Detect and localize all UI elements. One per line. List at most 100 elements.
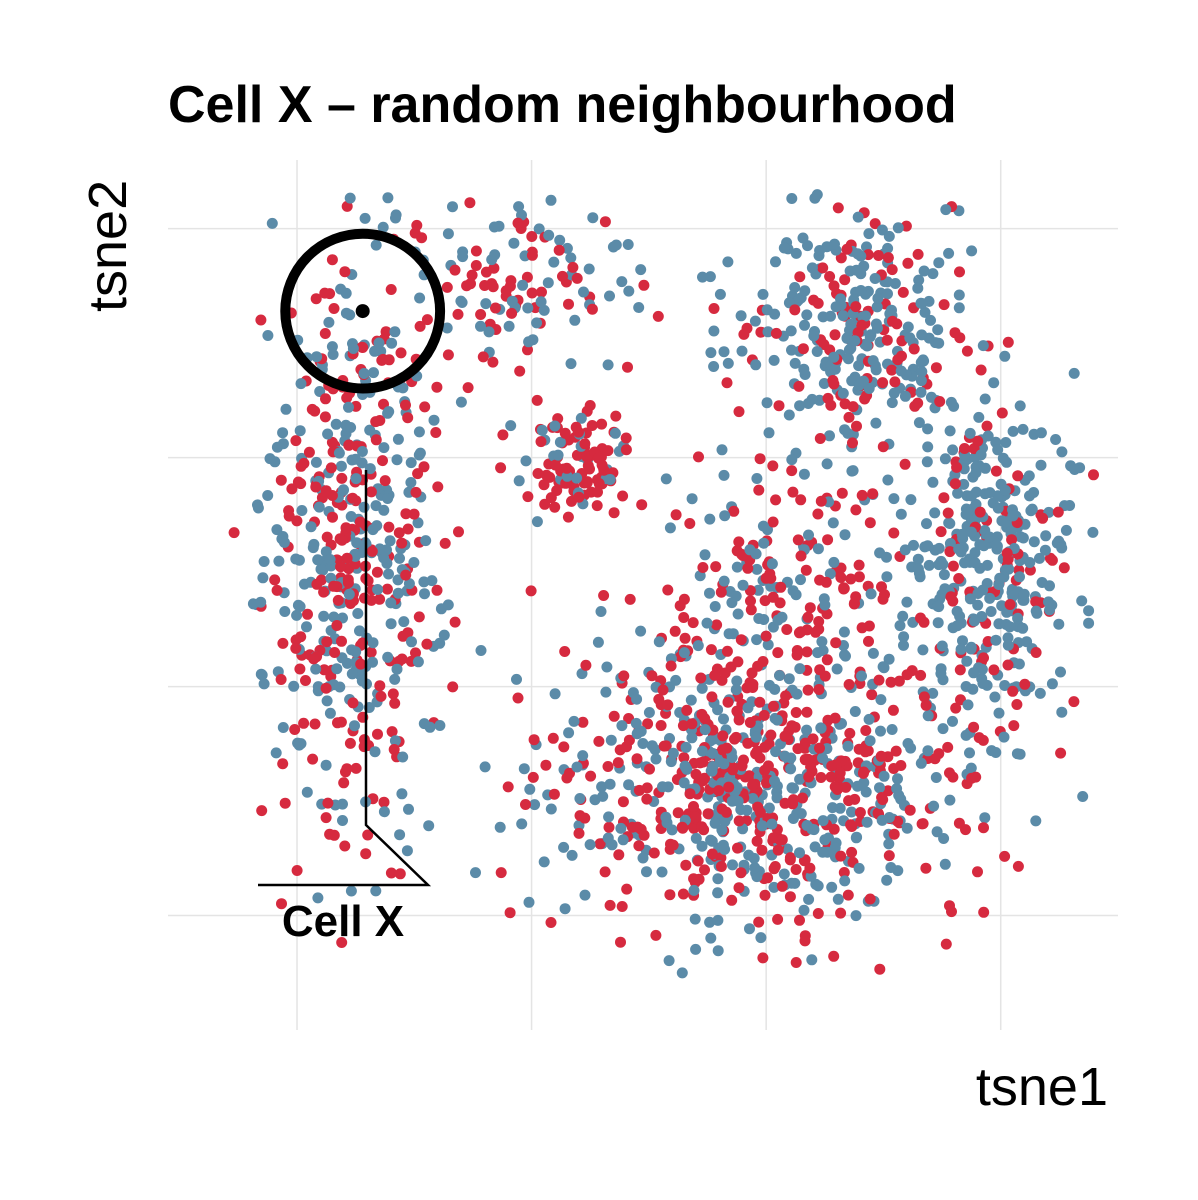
data-point <box>677 720 689 732</box>
data-point <box>575 412 587 424</box>
data-point <box>789 721 801 733</box>
data-point <box>374 593 386 605</box>
data-point <box>920 862 932 874</box>
annotation-leader-line <box>258 470 432 887</box>
data-point <box>828 556 840 568</box>
data-point <box>535 296 547 308</box>
data-point <box>526 249 538 261</box>
data-point <box>256 805 268 817</box>
data-point <box>972 866 983 878</box>
data-point <box>901 669 913 681</box>
data-point <box>788 782 799 794</box>
data-point <box>470 245 482 257</box>
data-point <box>1083 617 1095 629</box>
data-point <box>779 797 791 809</box>
data-point <box>687 617 699 629</box>
data-point <box>449 264 461 276</box>
data-point <box>356 457 368 469</box>
data-point <box>972 588 984 599</box>
data-point <box>1040 530 1052 542</box>
data-point <box>742 562 754 574</box>
data-point <box>670 509 682 521</box>
data-point <box>756 844 768 856</box>
data-point <box>953 817 965 829</box>
data-point <box>383 568 394 580</box>
data-point <box>258 556 270 567</box>
data-point <box>609 427 621 439</box>
data-point <box>369 746 381 758</box>
data-point <box>918 265 930 277</box>
data-point <box>309 405 321 417</box>
data-point <box>769 861 781 872</box>
data-point <box>841 243 853 255</box>
data-point <box>882 288 893 300</box>
data-point <box>959 557 970 569</box>
data-point <box>343 588 355 600</box>
data-point <box>902 257 914 269</box>
data-point <box>320 393 331 405</box>
data-point <box>951 461 963 473</box>
data-point <box>704 916 716 928</box>
data-point <box>696 682 708 694</box>
data-point <box>321 531 333 543</box>
data-point <box>1058 562 1070 574</box>
data-point <box>763 802 775 814</box>
data-point <box>296 505 308 516</box>
data-point <box>797 792 808 804</box>
data-point <box>1050 434 1062 445</box>
data-point <box>939 858 951 870</box>
data-point <box>531 516 543 528</box>
data-point <box>945 591 957 603</box>
data-point <box>456 297 468 308</box>
data-point <box>885 862 897 873</box>
data-point <box>477 351 489 363</box>
data-point <box>915 757 927 769</box>
data-point <box>334 681 346 693</box>
data-point <box>794 847 805 859</box>
data-point <box>354 625 365 637</box>
data-point <box>327 511 338 523</box>
data-point <box>933 601 945 613</box>
data-point <box>697 271 708 283</box>
data-point <box>283 510 295 522</box>
data-point <box>586 420 598 431</box>
data-point <box>887 315 898 327</box>
data-point <box>1007 425 1019 437</box>
data-point <box>704 513 716 525</box>
data-point <box>905 742 917 754</box>
data-point <box>984 487 996 499</box>
data-point <box>372 584 384 595</box>
data-point <box>925 391 937 403</box>
data-point <box>851 420 862 432</box>
data-point <box>336 472 348 484</box>
data-point <box>403 803 414 815</box>
data-point <box>305 521 317 533</box>
data-point <box>797 232 809 244</box>
data-point <box>961 345 973 357</box>
data-point <box>503 320 515 332</box>
data-point <box>917 644 929 656</box>
data-point <box>927 268 939 280</box>
data-point <box>584 463 595 475</box>
data-point <box>631 693 643 705</box>
data-point <box>751 634 763 646</box>
data-point <box>686 718 698 730</box>
data-point <box>319 328 331 339</box>
data-point <box>288 680 300 692</box>
data-point <box>350 646 362 658</box>
data-point <box>792 743 804 755</box>
data-point <box>994 572 1006 584</box>
data-point <box>845 318 857 330</box>
data-point <box>706 848 718 860</box>
data-point <box>855 285 867 296</box>
data-point <box>1034 552 1045 564</box>
data-point <box>616 276 628 288</box>
data-point <box>918 691 930 703</box>
data-point <box>329 647 341 658</box>
data-point <box>664 522 676 534</box>
data-point <box>413 611 425 623</box>
data-point <box>970 771 982 783</box>
data-point <box>475 645 487 656</box>
data-point <box>759 764 771 776</box>
data-point <box>819 834 831 846</box>
